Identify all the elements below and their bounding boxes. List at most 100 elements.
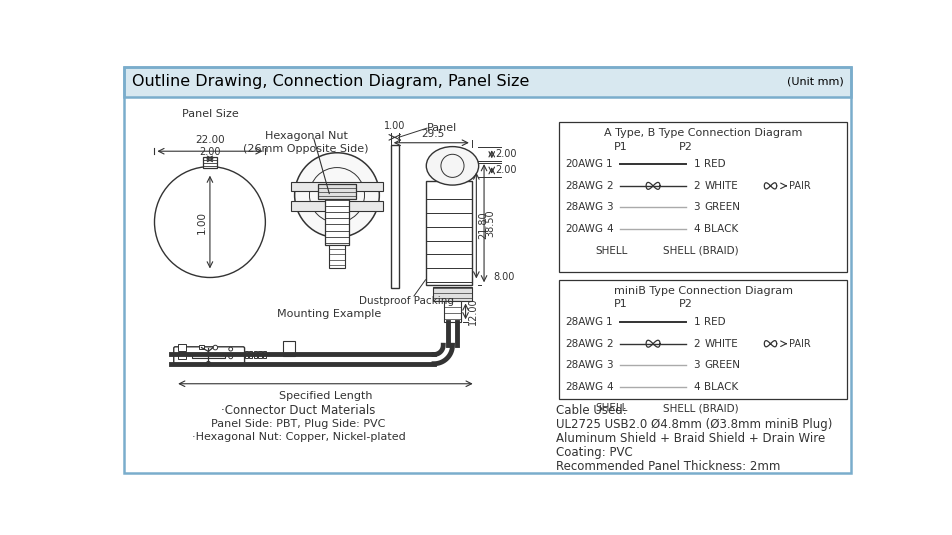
- Text: 28AWG: 28AWG: [565, 360, 603, 370]
- Ellipse shape: [426, 147, 479, 185]
- Text: 2: 2: [693, 181, 700, 191]
- Bar: [290, 182, 383, 191]
- Text: 1: 1: [693, 159, 700, 169]
- Text: SHELL: SHELL: [595, 403, 627, 414]
- Bar: [444, 301, 461, 322]
- Bar: [199, 345, 204, 349]
- Text: 1: 1: [693, 317, 700, 327]
- Text: Specified Length: Specified Length: [279, 392, 372, 401]
- Text: miniB Type Connection Diagram: miniB Type Connection Diagram: [614, 286, 793, 295]
- Bar: [391, 145, 399, 287]
- Text: 2: 2: [606, 339, 613, 349]
- Bar: [328, 245, 346, 268]
- Text: 2.00: 2.00: [495, 149, 516, 158]
- Text: SHELL (BRAID): SHELL (BRAID): [664, 403, 739, 414]
- Text: Recommended Panel Thickness: 2mm: Recommended Panel Thickness: 2mm: [556, 460, 781, 472]
- Text: 4: 4: [693, 224, 700, 234]
- Bar: [263, 350, 267, 358]
- Text: ·Hexagonal Nut: Copper, Nickel-plated: ·Hexagonal Nut: Copper, Nickel-plated: [191, 432, 406, 442]
- Text: Cable Used:: Cable Used:: [556, 404, 627, 417]
- Text: BLACK: BLACK: [704, 224, 739, 234]
- Text: 2.00: 2.00: [495, 165, 516, 175]
- Text: GREEN: GREEN: [704, 202, 741, 212]
- Text: 1: 1: [606, 159, 613, 169]
- Bar: [433, 287, 472, 301]
- Bar: [258, 350, 262, 358]
- Text: 4: 4: [606, 382, 613, 392]
- Text: PAIR: PAIR: [789, 339, 811, 349]
- Bar: [178, 345, 186, 351]
- Circle shape: [228, 347, 232, 351]
- Bar: [318, 184, 356, 199]
- Circle shape: [294, 153, 379, 238]
- Text: UL2725 USB2.0 Ø4.8mm (Ø3.8mm miniB Plug): UL2725 USB2.0 Ø4.8mm (Ø3.8mm miniB Plug): [556, 418, 833, 431]
- Text: 2: 2: [606, 181, 613, 191]
- Text: RED: RED: [704, 159, 725, 169]
- Bar: [559, 122, 847, 272]
- Text: 38.50: 38.50: [486, 209, 496, 237]
- Text: Aluminum Shield + Braid Shield + Drain Wire: Aluminum Shield + Braid Shield + Drain W…: [556, 432, 825, 445]
- Text: 12.00: 12.00: [467, 297, 478, 325]
- Text: 1.00: 1.00: [384, 121, 406, 131]
- Text: 20AWG: 20AWG: [565, 224, 603, 234]
- Bar: [426, 181, 472, 285]
- Bar: [125, 67, 851, 97]
- Text: 29.5: 29.5: [422, 129, 445, 139]
- Text: RED: RED: [704, 317, 725, 327]
- Circle shape: [228, 355, 232, 359]
- Text: 4: 4: [606, 224, 613, 234]
- Text: PAIR: PAIR: [789, 181, 811, 191]
- Text: Panel: Panel: [427, 123, 457, 133]
- Text: 28AWG: 28AWG: [565, 382, 603, 392]
- Text: P1: P1: [613, 142, 627, 151]
- Text: ·Connector Duct Materials: ·Connector Duct Materials: [221, 404, 376, 417]
- Text: 28AWG: 28AWG: [565, 181, 603, 191]
- Text: 1.00: 1.00: [197, 211, 208, 234]
- Text: 3: 3: [693, 202, 700, 212]
- Text: 28AWG: 28AWG: [565, 317, 603, 327]
- Text: BLACK: BLACK: [704, 382, 739, 392]
- Text: Dustproof Packing: Dustproof Packing: [359, 296, 454, 305]
- Text: 8.00: 8.00: [493, 272, 515, 282]
- Text: 3: 3: [606, 360, 613, 370]
- Circle shape: [206, 362, 210, 366]
- Text: 3: 3: [693, 360, 700, 370]
- Bar: [178, 352, 186, 359]
- Text: SHELL: SHELL: [595, 246, 627, 256]
- Bar: [290, 201, 383, 210]
- Text: 28AWG: 28AWG: [565, 339, 603, 349]
- FancyBboxPatch shape: [173, 347, 245, 364]
- Text: WHITE: WHITE: [704, 339, 738, 349]
- Text: 28AWG: 28AWG: [565, 202, 603, 212]
- Bar: [249, 350, 252, 358]
- Text: 2: 2: [693, 339, 700, 349]
- Bar: [245, 350, 248, 358]
- Bar: [254, 350, 257, 358]
- Text: P2: P2: [679, 142, 693, 151]
- Text: Hexagonal Nut
(26mm Opposite Side): Hexagonal Nut (26mm Opposite Side): [244, 131, 369, 155]
- Circle shape: [213, 345, 218, 350]
- Bar: [326, 195, 348, 245]
- Bar: [283, 341, 295, 356]
- Text: Panel Side: PBT, Plug Side: PVC: Panel Side: PBT, Plug Side: PVC: [211, 419, 386, 429]
- Text: SHELL (BRAID): SHELL (BRAID): [664, 246, 739, 256]
- Text: 21.80: 21.80: [478, 212, 487, 239]
- Text: 4: 4: [693, 382, 700, 392]
- Text: GREEN: GREEN: [704, 360, 741, 370]
- Text: Outline Drawing, Connection Diagram, Panel Size: Outline Drawing, Connection Diagram, Pan…: [132, 74, 529, 89]
- Text: 22.00: 22.00: [195, 135, 225, 145]
- Text: Mounting Example: Mounting Example: [277, 309, 382, 319]
- Text: WHITE: WHITE: [704, 181, 738, 191]
- Text: Coating: PVC: Coating: PVC: [556, 446, 633, 459]
- Text: 3: 3: [606, 202, 613, 212]
- Bar: [203, 157, 217, 168]
- Text: 20AWG: 20AWG: [565, 159, 603, 169]
- Bar: [192, 353, 225, 357]
- Text: P2: P2: [679, 300, 693, 309]
- Text: Panel Size: Panel Size: [182, 109, 238, 119]
- Text: 1: 1: [606, 317, 613, 327]
- Text: A Type, B Type Connection Diagram: A Type, B Type Connection Diagram: [604, 128, 803, 137]
- Text: (Unit mm): (Unit mm): [787, 77, 843, 87]
- Text: P1: P1: [613, 300, 627, 309]
- Text: 2.00: 2.00: [199, 147, 221, 157]
